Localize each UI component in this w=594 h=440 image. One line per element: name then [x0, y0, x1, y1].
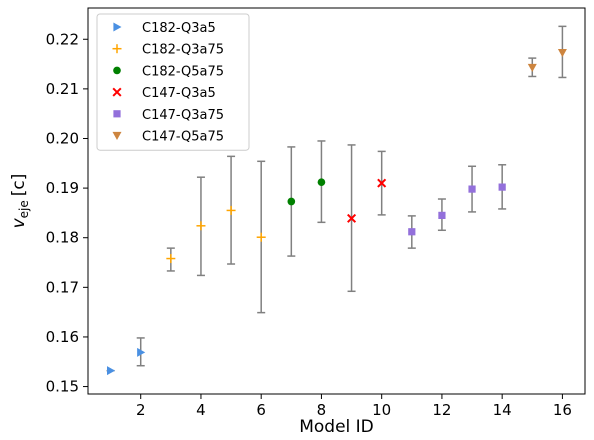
legend-marker — [112, 87, 122, 97]
plot-area — [106, 25, 567, 376]
x-tick-label: 6 — [256, 401, 266, 419]
y-tick-label: 0.21 — [46, 80, 79, 98]
x-tick-label: 8 — [317, 401, 327, 419]
data-point — [377, 178, 387, 188]
data-point — [347, 213, 357, 223]
y-tick-label: 0.16 — [46, 328, 79, 346]
legend-marker — [113, 66, 121, 75]
data-point — [256, 232, 266, 242]
x-tick-label: 12 — [432, 401, 451, 419]
x-tick-label: 14 — [493, 401, 512, 419]
data-point — [317, 178, 326, 186]
legend-marker — [112, 131, 122, 140]
data-point — [527, 63, 537, 73]
legend-entry: C147-Q5a75 — [142, 130, 224, 145]
y-axis-label-sub: eje — [17, 200, 31, 218]
legend: C182-Q3a5 C182-Q3a75 C182-Q5a75 C147-Q3a5 C1… — [96, 13, 250, 151]
data-point — [498, 183, 506, 191]
data-point — [408, 228, 416, 236]
data-point — [468, 185, 476, 193]
y-axis-label: veje [c] — [9, 174, 31, 229]
legend-entry: C182-Q3a75 — [142, 43, 224, 58]
y-tick-label: 0.20 — [46, 129, 79, 147]
y-tick-label: 0.22 — [46, 30, 79, 48]
data-point — [137, 347, 146, 357]
legend-entry: C147-Q3a5 — [142, 86, 216, 101]
data-point — [438, 211, 446, 219]
y-tick-label: 0.18 — [46, 229, 79, 247]
data-point — [287, 197, 296, 206]
legend-marker — [113, 110, 121, 118]
x-tick-label: 16 — [553, 401, 572, 419]
y-axis-label-main: v — [9, 217, 29, 228]
legend-box — [96, 13, 250, 151]
legend-marker — [113, 22, 122, 32]
y-tick-label: 0.15 — [46, 378, 79, 396]
y-tick-label: 0.19 — [46, 179, 79, 197]
x-tick-label: 4 — [196, 401, 206, 419]
legend-entry: C182-Q5a75 — [142, 64, 224, 79]
x-tick-label: 10 — [372, 401, 391, 419]
legend-entry: C147-Q3a75 — [142, 108, 224, 123]
y-axis-label-unit: [c] — [9, 174, 29, 197]
data-point — [226, 205, 236, 215]
legend-marker — [112, 44, 122, 54]
data-point — [106, 366, 116, 376]
data-point — [196, 221, 206, 231]
x-tick-label: 2 — [136, 401, 146, 419]
data-point — [557, 49, 567, 58]
axis-ticks: 2 4 6 8 10 12 14 16 0.15 0.16 0.17 0.18 0.19 0.20 0.21… — [46, 30, 572, 419]
legend-entry: C182-Q3a5 — [142, 21, 216, 36]
y-tick-label: 0.17 — [46, 278, 79, 296]
x-axis-label: Model ID — [299, 417, 374, 437]
axes-frame — [87, 7, 586, 395]
data-point — [166, 254, 176, 264]
